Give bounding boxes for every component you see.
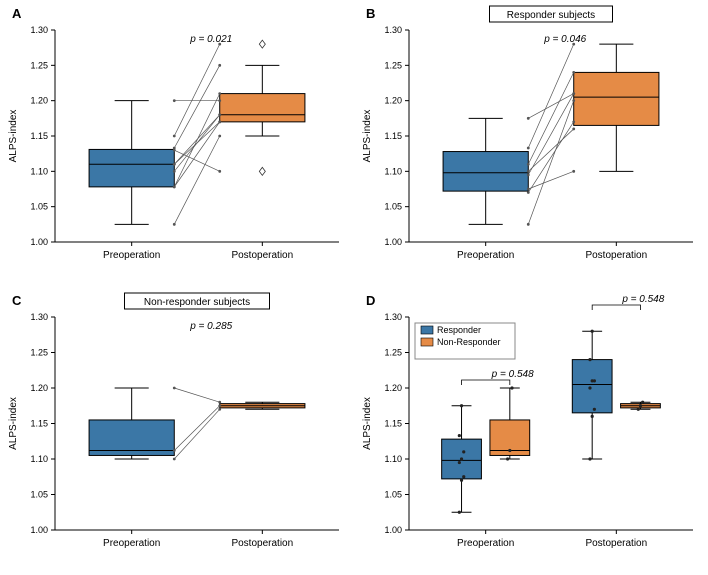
strip-point — [588, 386, 591, 389]
panel-b: B Responder subjects 1.00 1.05 1.10 1.15 1.20 1… — [354, 0, 708, 287]
y-tick-label: 1.25 — [30, 348, 48, 358]
box — [574, 72, 659, 125]
panel-subtitle: Responder subjects — [507, 10, 595, 21]
x-category-label: Preoperation — [457, 250, 514, 261]
panel-letter: A — [12, 6, 22, 21]
strip-point — [588, 457, 591, 460]
y-tick-label: 1.30 — [384, 25, 402, 35]
y-tick-label: 1.10 — [384, 454, 402, 464]
box — [443, 152, 528, 192]
strip-point — [591, 330, 594, 333]
x-category-label: Postoperation — [231, 250, 293, 261]
pair-line — [174, 94, 219, 187]
pair-line — [528, 171, 573, 189]
y-tick-label: 1.20 — [30, 96, 48, 106]
pair-line — [174, 115, 219, 172]
pair-line — [174, 150, 219, 171]
pair-line — [174, 122, 219, 187]
y-tick-label: 1.00 — [30, 525, 48, 535]
x-category-label: Postoperation — [231, 538, 293, 549]
y-tick-label: 1.30 — [384, 312, 402, 322]
x-category-label: Preoperation — [103, 250, 160, 261]
y-tick-label: 1.15 — [30, 131, 48, 141]
y-tick-label: 1.30 — [30, 25, 48, 35]
p-value-text: p = 0.548 — [621, 294, 664, 305]
strip-point — [641, 401, 644, 404]
pair-line — [174, 65, 219, 148]
p-value-text: p = 0.548 — [491, 369, 534, 380]
strip-point — [458, 434, 461, 437]
y-tick-label: 1.20 — [30, 383, 48, 393]
panel-letter: B — [366, 6, 375, 21]
strip-point — [639, 404, 642, 407]
panel-subtitle: Non-responder subjects — [144, 297, 250, 308]
x-category-label: Postoperation — [585, 538, 647, 549]
strip-point — [506, 457, 509, 460]
strip-point — [460, 404, 463, 407]
p-value-text: p = 0.285 — [189, 321, 232, 332]
strip-point — [460, 479, 463, 482]
strip-point — [458, 461, 461, 464]
strip-point — [637, 408, 640, 411]
box — [572, 360, 612, 413]
pair-line — [174, 388, 219, 402]
y-tick-label: 1.10 — [30, 166, 48, 176]
pair-line — [174, 409, 219, 459]
y-tick-label: 1.25 — [384, 60, 402, 70]
legend-swatch — [421, 338, 433, 346]
y-tick-label: 1.20 — [384, 383, 402, 393]
y-tick-label: 1.00 — [384, 237, 402, 247]
x-category-label: Postoperation — [585, 250, 647, 261]
panel-c: C Non-responder subjects 1.00 1.05 1.10 1.15 1… — [0, 287, 354, 575]
y-tick-label: 1.10 — [384, 166, 402, 176]
x-category-label: Preoperation — [103, 538, 160, 549]
figure-container: A 1.00 1.05 1.10 1.15 1.20 1.25 1.30 ALPS-index P… — [0, 0, 708, 575]
panel-a: A 1.00 1.05 1.10 1.15 1.20 1.25 1.30 ALPS-index P… — [0, 0, 354, 287]
y-axis-label: ALPS-index — [8, 397, 19, 450]
strip-point — [591, 415, 594, 418]
y-tick-label: 1.15 — [384, 419, 402, 429]
p-value-text: p = 0.021 — [189, 34, 232, 45]
strip-point — [462, 450, 465, 453]
strip-point — [593, 408, 596, 411]
y-tick-label: 1.05 — [384, 490, 402, 500]
box — [220, 94, 305, 122]
strip-point — [510, 386, 513, 389]
y-axis-label: ALPS-index — [362, 110, 373, 163]
x-category-label: Preoperation — [457, 538, 514, 549]
strip-point — [458, 511, 461, 514]
y-tick-label: 1.15 — [384, 131, 402, 141]
y-tick-label: 1.05 — [384, 202, 402, 212]
y-tick-label: 1.00 — [384, 525, 402, 535]
panel-letter: C — [12, 293, 22, 308]
strip-point — [508, 449, 511, 452]
panel-letter: D — [366, 293, 375, 308]
y-tick-label: 1.05 — [30, 202, 48, 212]
y-tick-label: 1.25 — [384, 348, 402, 358]
y-tick-label: 1.25 — [30, 60, 48, 70]
pair-line — [174, 136, 219, 224]
y-tick-label: 1.00 — [30, 237, 48, 247]
strip-point — [593, 379, 596, 382]
legend-label: Non-Responder — [437, 337, 501, 347]
y-tick-label: 1.20 — [384, 96, 402, 106]
box — [89, 149, 174, 186]
strip-point — [460, 457, 463, 460]
strip-point — [462, 475, 465, 478]
legend-swatch — [421, 326, 433, 334]
p-value-text: p = 0.046 — [543, 34, 586, 45]
y-axis-label: ALPS-index — [362, 397, 373, 450]
y-tick-label: 1.10 — [30, 454, 48, 464]
panel-d: D 1.00 1.05 1.10 1.15 1.20 1.25 1.30 ALPS-index P… — [354, 287, 708, 575]
pair-line — [174, 406, 219, 451]
legend-label: Responder — [437, 325, 481, 335]
y-tick-label: 1.05 — [30, 490, 48, 500]
y-tick-label: 1.15 — [30, 419, 48, 429]
strip-point — [588, 358, 591, 361]
y-axis-label: ALPS-index — [8, 110, 19, 163]
y-tick-label: 1.30 — [30, 312, 48, 322]
